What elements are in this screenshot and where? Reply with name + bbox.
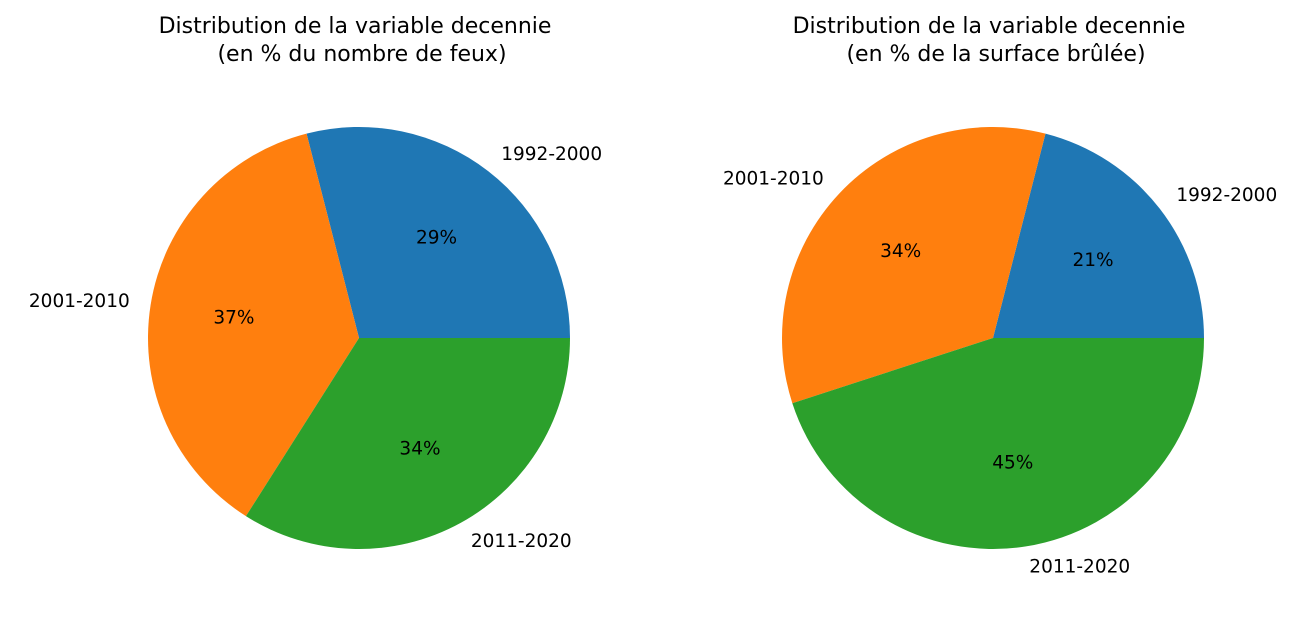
pie-labels: 21% 1992-2000 34% 2001-2010 45% 2011-2020 [723,169,1277,578]
pie-slices [148,127,570,549]
chart-title-line2: (en % de la surface brûlée) [846,42,1145,67]
pie-slice-2001-2010 [148,133,359,517]
pie-category-label-2001-2010: 2001-2010 [29,291,130,312]
pie-chart-fire-count: Distribution de la variable decennie (en… [29,14,602,552]
chart-title-line2: (en % du nombre de feux) [217,42,506,67]
pie-slice-1992-2000 [306,127,570,338]
pie-value-label-2001-2010: 37% [213,308,254,329]
pie-value-label-2011-2020: 34% [399,438,440,459]
pie-chart-burned-area: Distribution de la variable decennie (en… [723,14,1277,578]
pie-slice-2011-2020 [792,338,1204,549]
pie-slice-1992-2000 [993,133,1204,338]
pie-value-label-2001-2010: 34% [880,241,921,262]
pie-slice-2011-2020 [245,338,570,549]
pie-value-label-1992-2000: 21% [1072,250,1113,271]
pie-labels: 29% 1992-2000 37% 2001-2010 34% 2011-2020 [29,144,602,552]
pie-category-label-1992-2000: 1992-2000 [501,144,602,165]
pie-category-label-2011-2020: 2011-2020 [471,531,572,552]
pie-slices [782,127,1204,549]
pie-category-label-1992-2000: 1992-2000 [1176,185,1277,206]
chart-title-line1: Distribution de la variable decennie [793,14,1186,39]
pie-slice-2001-2010 [782,127,1046,404]
pie-category-label-2001-2010: 2001-2010 [723,169,824,190]
pie-category-label-2011-2020: 2011-2020 [1029,557,1130,578]
chart-title-line1: Distribution de la variable decennie [159,14,552,39]
pie-value-label-1992-2000: 29% [416,227,457,248]
pie-value-label-2011-2020: 45% [992,453,1033,474]
